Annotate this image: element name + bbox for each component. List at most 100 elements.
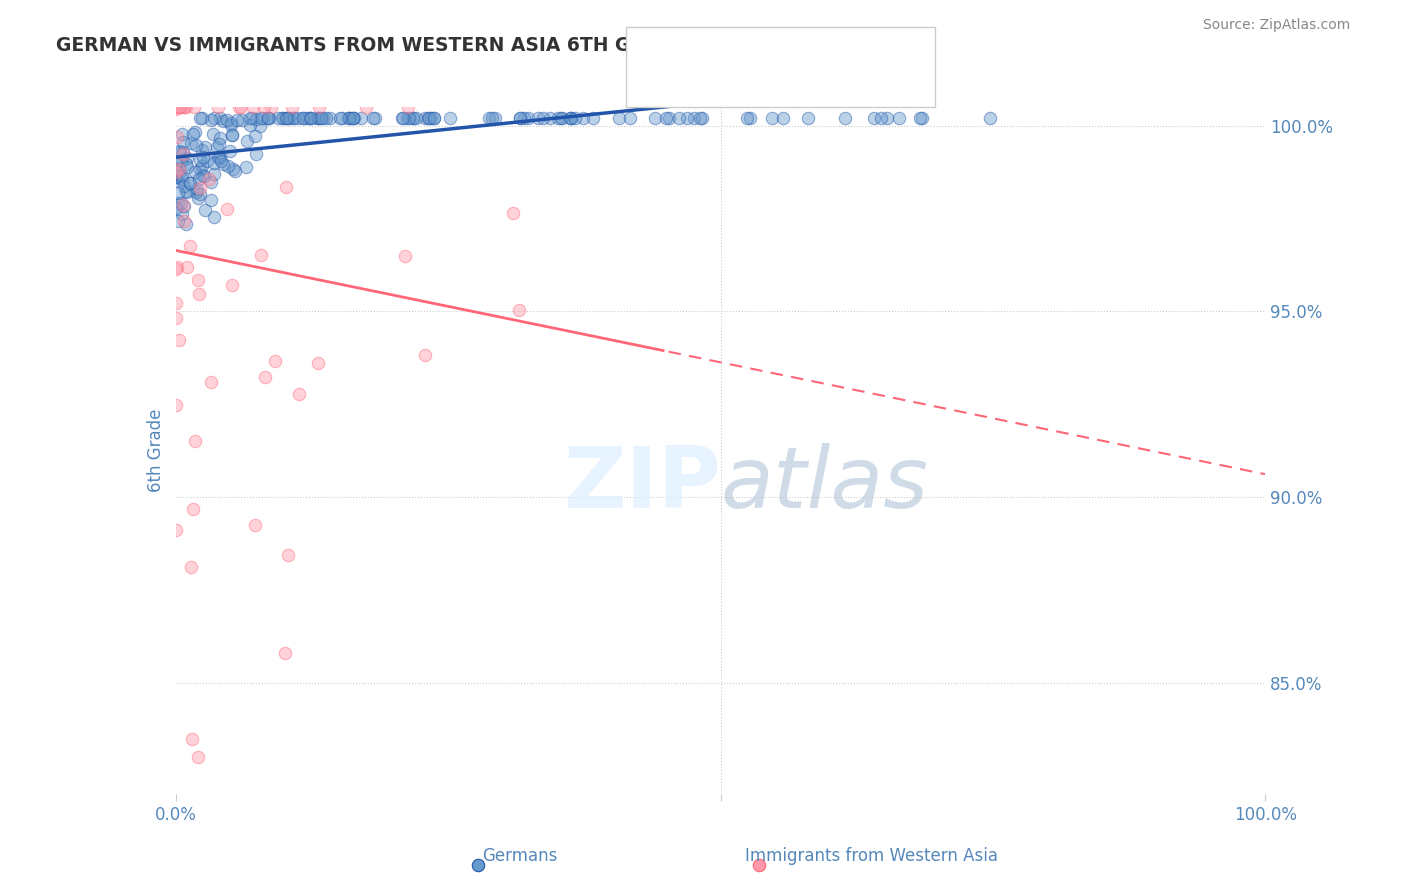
Point: [188, 171, 211, 186]
Point: [180, 731, 202, 746]
Point: [402, 111, 425, 125]
Point: [194, 140, 217, 154]
Point: [166, 196, 188, 211]
Point: [172, 146, 194, 161]
Point: [184, 164, 207, 178]
Point: [217, 202, 239, 217]
Point: [172, 198, 194, 212]
Point: [330, 111, 353, 125]
Point: [165, 163, 187, 178]
Point: [249, 248, 271, 262]
Point: [267, 111, 290, 125]
Point: [173, 214, 195, 228]
Point: [876, 111, 898, 125]
Point: [219, 116, 242, 130]
Point: [215, 112, 238, 127]
Point: [551, 111, 574, 125]
Point: [509, 111, 531, 125]
Point: [391, 111, 413, 125]
Point: [242, 100, 264, 114]
Point: [191, 159, 214, 173]
Point: [308, 356, 330, 370]
Point: [193, 169, 215, 183]
Point: [176, 151, 198, 165]
Point: [416, 111, 439, 125]
Point: [343, 111, 366, 125]
Point: [174, 217, 197, 231]
Point: [165, 262, 187, 277]
Point: [735, 111, 758, 125]
Point: [172, 145, 194, 159]
Point: [173, 199, 195, 213]
Point: [202, 156, 225, 170]
Point: [208, 151, 231, 165]
Point: [271, 111, 294, 125]
Point: [260, 100, 283, 114]
Point: [176, 185, 198, 199]
Point: [863, 111, 886, 125]
Point: [228, 100, 250, 114]
Point: [396, 111, 419, 125]
Text: ZIP: ZIP: [562, 443, 721, 526]
Point: [413, 348, 436, 362]
Point: [169, 145, 191, 159]
Point: [342, 111, 364, 125]
Point: [202, 210, 225, 224]
Point: [517, 111, 540, 125]
Point: [176, 184, 198, 198]
Point: [221, 128, 243, 142]
Point: [337, 111, 360, 125]
Point: [676, 111, 699, 125]
Point: [547, 111, 569, 125]
Point: [190, 111, 212, 125]
Point: [689, 111, 711, 125]
Point: [236, 134, 259, 148]
Point: [256, 111, 278, 125]
Point: [170, 196, 193, 211]
Point: [508, 303, 530, 318]
Point: [176, 260, 198, 274]
Point: [200, 375, 222, 389]
Point: [165, 100, 187, 114]
Point: [190, 153, 212, 168]
Point: [271, 111, 294, 125]
Point: [253, 370, 276, 384]
Point: [402, 111, 425, 125]
Point: [209, 150, 232, 164]
Point: [394, 249, 416, 263]
Point: [165, 399, 187, 413]
Point: [195, 153, 218, 168]
Point: [202, 111, 225, 125]
Point: [181, 128, 204, 142]
Point: [658, 111, 681, 125]
Point: [283, 111, 305, 125]
Point: [439, 111, 461, 125]
Point: [274, 111, 297, 125]
Point: [217, 159, 239, 173]
Point: [179, 177, 201, 191]
Point: [221, 128, 243, 143]
Point: [166, 260, 188, 274]
Point: [281, 100, 304, 114]
Point: [188, 181, 211, 195]
Text: R =  0.693   N = 188: R = 0.693 N = 188: [666, 40, 825, 55]
Point: [277, 111, 299, 125]
Point: [208, 131, 231, 145]
Point: [165, 100, 187, 114]
Text: Source: ZipAtlas.com: Source: ZipAtlas.com: [1202, 18, 1350, 32]
Point: [253, 100, 276, 114]
Point: [526, 111, 548, 125]
Point: [502, 206, 524, 220]
Point: [283, 111, 305, 125]
Point: [531, 111, 554, 125]
Point: [188, 161, 211, 176]
Point: [298, 111, 321, 125]
Point: [668, 111, 690, 125]
Point: [184, 434, 207, 448]
Point: [190, 168, 212, 182]
Point: [169, 100, 191, 114]
Text: R = -0.099   N = 60: R = -0.099 N = 60: [666, 80, 815, 95]
Point: [245, 112, 267, 126]
Point: [307, 111, 329, 125]
Point: [165, 523, 187, 537]
